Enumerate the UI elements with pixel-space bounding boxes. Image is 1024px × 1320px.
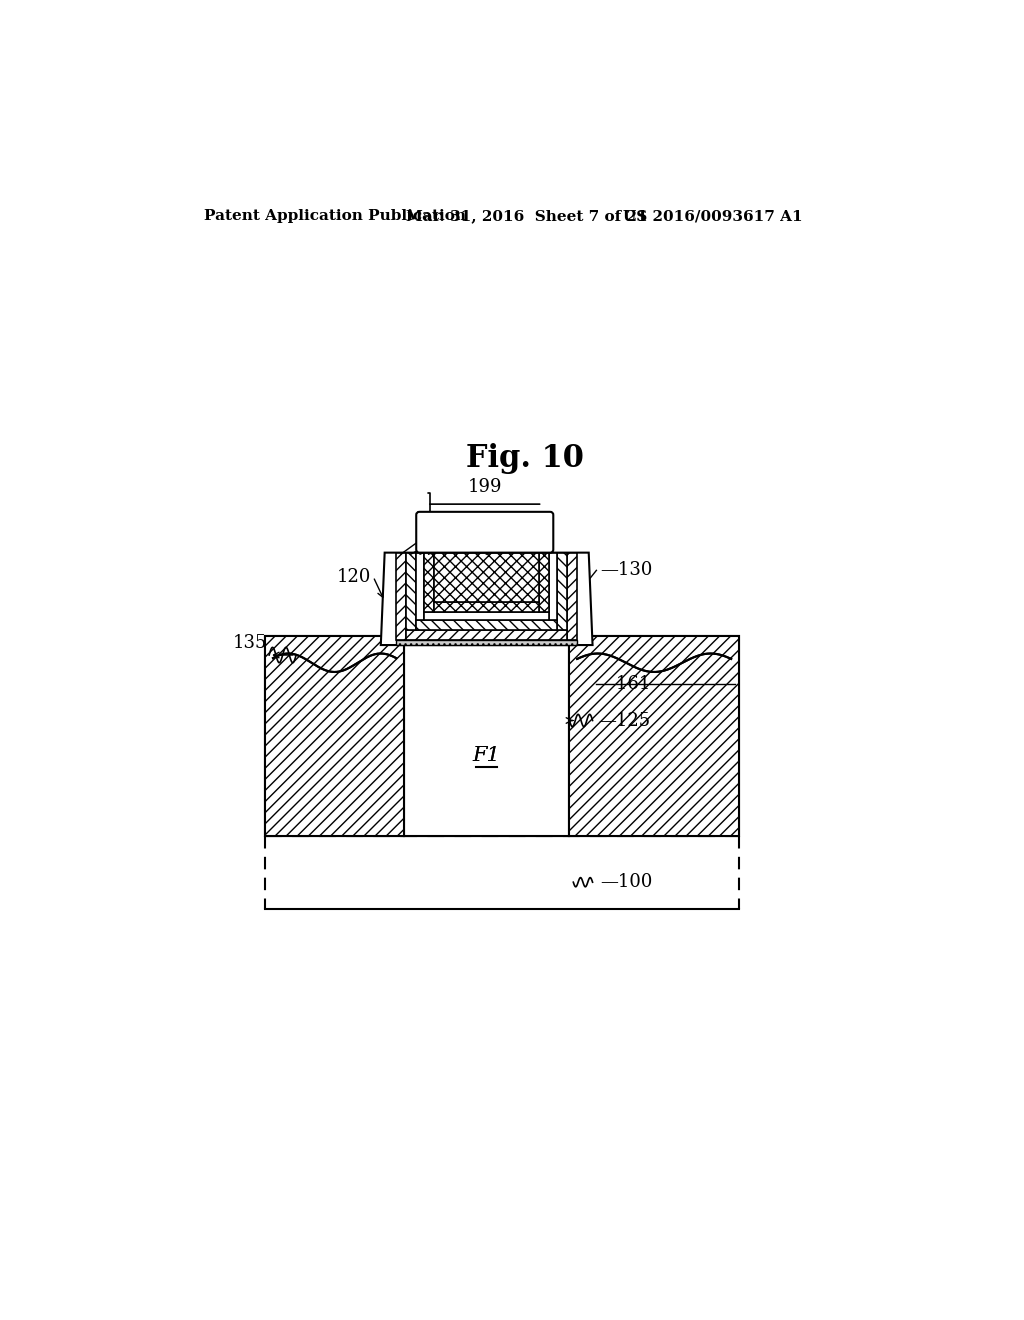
Bar: [424, 553, 434, 612]
Bar: [567, 553, 578, 640]
Text: F1: F1: [473, 746, 501, 764]
Bar: [407, 630, 567, 640]
Bar: [396, 553, 407, 640]
Text: 181: 181: [478, 513, 510, 531]
Text: 170: 170: [418, 513, 450, 531]
Text: 120: 120: [337, 568, 371, 586]
Polygon shape: [381, 553, 593, 645]
Bar: [416, 619, 557, 630]
Bar: [403, 644, 569, 836]
Bar: [557, 553, 567, 630]
Text: F1: F1: [473, 746, 501, 764]
Text: —161: —161: [599, 676, 651, 693]
Text: US 2016/0093617 A1: US 2016/0093617 A1: [624, 209, 803, 223]
Bar: [424, 612, 550, 619]
Text: Patent Application Publication: Patent Application Publication: [204, 209, 466, 223]
Bar: [540, 553, 550, 612]
Bar: [416, 553, 424, 619]
Text: 135: 135: [233, 635, 267, 652]
Text: 190: 190: [438, 513, 470, 531]
Text: 132: 132: [498, 513, 530, 531]
Text: —100: —100: [600, 874, 652, 891]
Bar: [550, 553, 557, 619]
Bar: [407, 553, 416, 630]
Bar: [434, 553, 540, 602]
Text: —130: —130: [600, 561, 652, 579]
Bar: [569, 636, 739, 836]
Text: 195: 195: [459, 513, 490, 531]
Text: —125: —125: [599, 711, 651, 730]
Text: 199: 199: [468, 478, 502, 496]
Bar: [396, 640, 578, 645]
FancyBboxPatch shape: [416, 512, 553, 553]
Bar: [434, 602, 540, 612]
Bar: [403, 644, 569, 836]
Bar: [265, 636, 403, 836]
Bar: [569, 636, 739, 836]
Text: Fig. 10: Fig. 10: [466, 444, 584, 474]
Bar: [265, 636, 403, 836]
Text: Mar. 31, 2016  Sheet 7 of 21: Mar. 31, 2016 Sheet 7 of 21: [407, 209, 648, 223]
